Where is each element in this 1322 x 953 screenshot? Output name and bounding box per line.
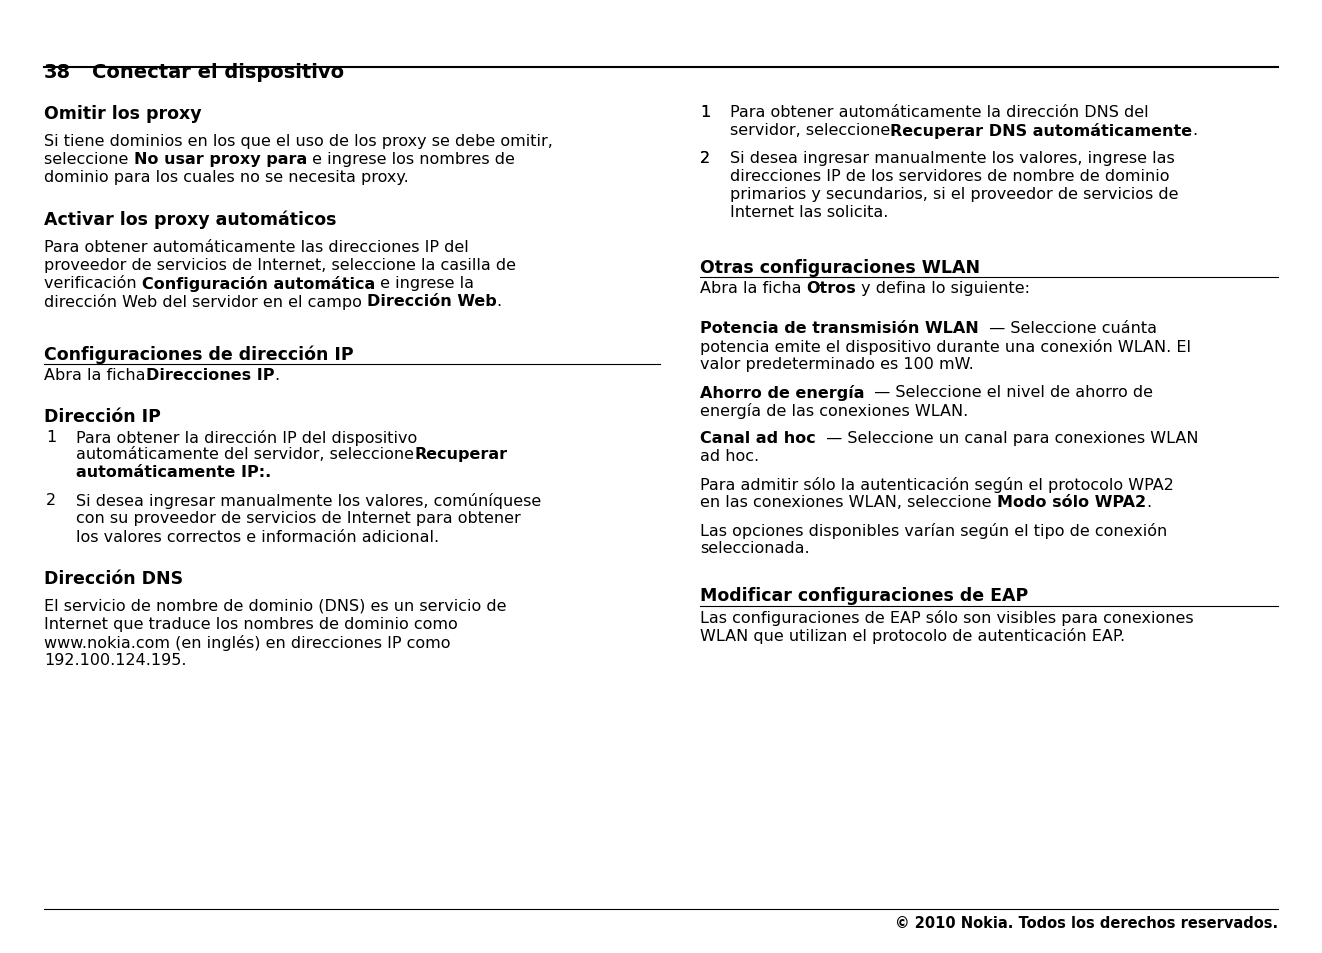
- Text: WLAN que utilizan el protocolo de autenticación EAP.: WLAN que utilizan el protocolo de autent…: [701, 627, 1125, 643]
- Text: Si tiene dominios en los que el uso de los proxy se debe omitir,: Si tiene dominios en los que el uso de l…: [44, 134, 553, 150]
- Text: Conectar el dispositivo: Conectar el dispositivo: [93, 63, 344, 82]
- Text: — Seleccione cuánta: — Seleccione cuánta: [978, 321, 1157, 336]
- Text: Para obtener automáticamente la dirección DNS del: Para obtener automáticamente la direcció…: [730, 105, 1149, 120]
- Text: seleccione: seleccione: [44, 152, 134, 167]
- Text: Dirección DNS: Dirección DNS: [44, 569, 184, 587]
- Text: No usar proxy para: No usar proxy para: [134, 152, 307, 167]
- Text: Para obtener la dirección IP del dispositivo: Para obtener la dirección IP del disposi…: [75, 429, 418, 445]
- Text: Dirección Web: Dirección Web: [368, 294, 497, 309]
- Text: ad hoc.: ad hoc.: [701, 449, 759, 464]
- Text: © 2010 Nokia. Todos los derechos reservados.: © 2010 Nokia. Todos los derechos reserva…: [895, 915, 1278, 930]
- Text: El servicio de nombre de dominio (DNS) es un servicio de: El servicio de nombre de dominio (DNS) e…: [44, 598, 506, 613]
- Text: potencia emite el dispositivo durante una conexión WLAN. El: potencia emite el dispositivo durante un…: [701, 339, 1191, 355]
- Text: valor predeterminado es 100 mW.: valor predeterminado es 100 mW.: [701, 357, 974, 372]
- Text: seleccionada.: seleccionada.: [701, 540, 809, 556]
- Text: Internet las solicita.: Internet las solicita.: [730, 205, 888, 220]
- Text: Abra la ficha: Abra la ficha: [701, 281, 806, 296]
- Text: — Seleccione el nivel de ahorro de: — Seleccione el nivel de ahorro de: [865, 385, 1154, 400]
- Text: .: .: [1146, 495, 1151, 510]
- Text: Las configuraciones de EAP sólo son visibles para conexiones: Las configuraciones de EAP sólo son visi…: [701, 609, 1194, 625]
- Text: dominio para los cuales no se necesita proxy.: dominio para los cuales no se necesita p…: [44, 171, 408, 185]
- Text: Para admitir sólo la autenticación según el protocolo WPA2: Para admitir sólo la autenticación según…: [701, 476, 1174, 493]
- Text: Direcciones IP: Direcciones IP: [145, 368, 274, 383]
- Text: 192.100.124.195.: 192.100.124.195.: [44, 652, 186, 667]
- Text: en las conexiones WLAN, seleccione: en las conexiones WLAN, seleccione: [701, 495, 997, 510]
- Text: automáticamente del servidor, seleccione: automáticamente del servidor, seleccione: [75, 447, 414, 462]
- Text: Recuperar DNS automáticamente: Recuperar DNS automáticamente: [890, 123, 1192, 139]
- Text: con su proveedor de servicios de Internet para obtener: con su proveedor de servicios de Interne…: [75, 511, 521, 526]
- Text: proveedor de servicios de Internet, seleccione la casilla de: proveedor de servicios de Internet, sele…: [44, 257, 516, 273]
- Text: .: .: [1192, 123, 1198, 138]
- Text: Recuperar: Recuperar: [414, 447, 508, 462]
- Text: www.nokia.com (en inglés) en direcciones IP como: www.nokia.com (en inglés) en direcciones…: [44, 634, 451, 650]
- Text: 38: 38: [44, 63, 71, 82]
- Text: Configuración automática: Configuración automática: [141, 275, 375, 292]
- Text: — Seleccione un canal para conexiones WLAN: — Seleccione un canal para conexiones WL…: [816, 431, 1198, 446]
- Text: Activar los proxy automáticos: Activar los proxy automáticos: [44, 211, 337, 229]
- Text: 1: 1: [46, 429, 57, 444]
- Text: 1: 1: [701, 105, 710, 120]
- Text: 2: 2: [46, 493, 56, 508]
- Text: Modificar configuraciones de EAP: Modificar configuraciones de EAP: [701, 587, 1029, 605]
- Text: verificación: verificación: [44, 275, 141, 291]
- Text: Otros: Otros: [806, 281, 857, 296]
- Text: los valores correctos e información adicional.: los valores correctos e información adic…: [75, 529, 439, 544]
- Text: Para obtener automáticamente las direcciones IP del: Para obtener automáticamente las direcci…: [44, 239, 469, 254]
- Text: e ingrese la: e ingrese la: [375, 275, 475, 291]
- Text: Modo sólo WPA2: Modo sólo WPA2: [997, 495, 1146, 510]
- Text: primarios y secundarios, si el proveedor de servicios de: primarios y secundarios, si el proveedor…: [730, 187, 1178, 202]
- Text: Dirección IP: Dirección IP: [44, 408, 161, 426]
- Text: dirección Web del servidor en el campo: dirección Web del servidor en el campo: [44, 294, 368, 310]
- Text: Canal ad hoc: Canal ad hoc: [701, 431, 816, 446]
- Text: 2: 2: [701, 151, 710, 166]
- Text: y defina lo siguiente:: y defina lo siguiente:: [857, 281, 1030, 296]
- Text: Potencia de transmisión WLAN: Potencia de transmisión WLAN: [701, 321, 978, 336]
- Text: Omitir los proxy: Omitir los proxy: [44, 105, 202, 123]
- Text: energía de las conexiones WLAN.: energía de las conexiones WLAN.: [701, 403, 968, 419]
- Text: Abra la ficha: Abra la ficha: [44, 368, 145, 383]
- Text: 2: 2: [701, 151, 710, 166]
- Text: Configuraciones de dirección IP: Configuraciones de dirección IP: [44, 345, 353, 364]
- Text: Otras configuraciones WLAN: Otras configuraciones WLAN: [701, 258, 980, 276]
- Text: .: .: [274, 368, 279, 383]
- Text: Ahorro de energía: Ahorro de energía: [701, 385, 865, 401]
- Text: automáticamente IP:.: automáticamente IP:.: [75, 465, 271, 480]
- Text: Si desea ingresar manualmente los valores, ingrese las: Si desea ingresar manualmente los valore…: [730, 151, 1175, 166]
- Text: direcciones IP de los servidores de nombre de dominio: direcciones IP de los servidores de nomb…: [730, 169, 1170, 184]
- Text: 1: 1: [701, 105, 710, 120]
- Text: servidor, seleccione: servidor, seleccione: [730, 123, 890, 138]
- Text: e ingrese los nombres de: e ingrese los nombres de: [307, 152, 514, 167]
- Text: Las opciones disponibles varían según el tipo de conexión: Las opciones disponibles varían según el…: [701, 523, 1167, 538]
- Text: Si desea ingresar manualmente los valores, comúníquese: Si desea ingresar manualmente los valore…: [75, 493, 541, 509]
- Text: .: .: [497, 294, 502, 309]
- Text: Internet que traduce los nombres de dominio como: Internet que traduce los nombres de domi…: [44, 617, 457, 631]
